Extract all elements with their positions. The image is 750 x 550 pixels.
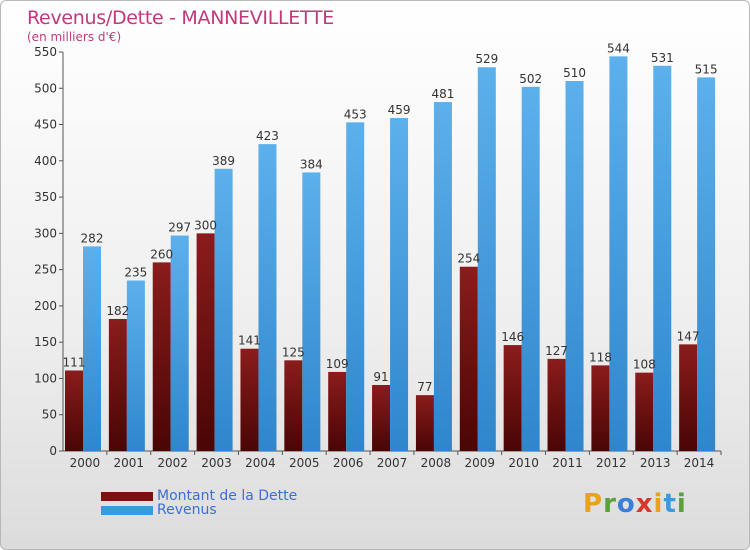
data-label-revenus: 459: [388, 103, 411, 117]
x-tick-label: 2009: [464, 456, 495, 470]
bar-debt: [547, 358, 566, 451]
x-tick-label: 2011: [552, 456, 583, 470]
data-label-debt: 108: [633, 358, 656, 372]
y-tick-label: 550: [34, 45, 57, 59]
x-tick-label: 2004: [245, 456, 276, 470]
chart-subtitle: (en milliers d'€): [27, 30, 122, 44]
data-label-revenus: 481: [431, 87, 454, 101]
proxiti-logo: Proxiti: [583, 489, 687, 519]
data-label-debt: 141: [238, 334, 261, 348]
bar-debt: [372, 384, 391, 451]
bar-debt: [591, 365, 610, 451]
data-label-revenus: 384: [300, 157, 323, 171]
bar-revenus: [83, 246, 101, 451]
bar-debt: [679, 344, 698, 451]
legend-swatch-revenus: [101, 505, 153, 515]
data-label-revenus: 297: [168, 221, 191, 235]
bar-debt: [415, 395, 434, 451]
y-tick-label: 400: [34, 154, 57, 168]
data-label-revenus: 282: [81, 231, 104, 245]
legend-item-revenus: Revenus: [101, 502, 217, 518]
data-label-debt: 109: [326, 357, 349, 371]
data-label-revenus: 544: [607, 41, 630, 55]
bar-debt: [503, 345, 522, 451]
data-label-debt: 111: [63, 355, 86, 369]
y-tick-label: 0: [49, 444, 57, 458]
bar-debt: [65, 370, 83, 451]
x-tick-label: 2014: [684, 456, 715, 470]
bar-debt: [152, 262, 171, 451]
data-label-debt: 77: [417, 380, 432, 394]
bar-revenus: [346, 122, 365, 452]
x-tick-label: 2001: [114, 456, 145, 470]
chart-title: Revenus/Dette - MANNEVILLETTE: [27, 7, 334, 29]
bar-revenus: [258, 144, 277, 451]
x-tick-label: 2005: [289, 456, 320, 470]
y-tick-label: 250: [34, 263, 57, 277]
data-label-revenus: 510: [563, 66, 586, 80]
data-label-revenus: 515: [695, 62, 718, 76]
x-tick-label: 2002: [157, 456, 188, 470]
y-tick-label: 300: [34, 226, 57, 240]
bar-revenus: [521, 86, 540, 452]
y-tick-label: 50: [42, 408, 57, 422]
x-tick-label: 2003: [201, 456, 232, 470]
data-label-debt: 118: [589, 350, 612, 364]
y-tick-label: 100: [34, 371, 57, 385]
x-tick-label: 2012: [596, 456, 627, 470]
bar-revenus: [609, 56, 628, 452]
x-tick-label: 2007: [377, 456, 408, 470]
bar-debt: [284, 360, 303, 451]
y-tick-label: 500: [34, 81, 57, 95]
bar-revenus: [390, 118, 409, 452]
y-tick-label: 150: [34, 335, 57, 349]
data-label-debt: 146: [501, 330, 524, 344]
legend-label-revenus: Revenus: [157, 502, 217, 518]
bar-debt: [635, 372, 654, 451]
bar-revenus: [433, 102, 452, 451]
bar-debt: [108, 318, 127, 451]
data-label-debt: 127: [545, 344, 568, 358]
data-label-debt: 125: [282, 345, 305, 359]
bar-revenus: [170, 235, 189, 451]
data-label-debt: 182: [106, 304, 129, 318]
data-label-revenus: 389: [212, 154, 235, 168]
bar-revenus: [477, 67, 496, 451]
data-label-revenus: 453: [344, 107, 367, 121]
data-label-revenus: 502: [519, 72, 542, 86]
x-tick-label: 2013: [640, 456, 671, 470]
data-label-revenus: 529: [475, 52, 498, 66]
data-label-debt: 147: [677, 329, 700, 343]
x-tick-label: 2010: [508, 456, 539, 470]
data-label-debt: 91: [373, 370, 388, 384]
x-tick-label: 2008: [421, 456, 452, 470]
x-tick-label: 2000: [70, 456, 101, 470]
y-tick-label: 200: [34, 299, 57, 313]
bar-debt: [196, 233, 215, 451]
y-tick-label: 350: [34, 190, 57, 204]
bar-revenus: [214, 168, 233, 451]
data-label-revenus: 531: [651, 51, 674, 65]
bar-debt: [240, 348, 259, 451]
data-label-debt: 254: [457, 252, 480, 266]
data-label-revenus: 235: [124, 266, 147, 280]
bar-revenus: [302, 172, 321, 451]
data-label-debt: 300: [194, 218, 217, 232]
legend-item-debt: Montant de la Dette: [101, 488, 298, 504]
y-tick-label: 450: [34, 118, 57, 132]
data-label-debt: 260: [150, 247, 173, 261]
bar-revenus: [653, 65, 672, 452]
bar-debt: [459, 266, 478, 451]
legend-swatch-debt: [101, 491, 153, 501]
bar-revenus: [126, 280, 145, 451]
data-label-revenus: 423: [256, 129, 279, 143]
bar-revenus: [565, 81, 584, 451]
bar-revenus: [697, 77, 716, 452]
bar-debt: [328, 371, 347, 451]
legend-label-debt: Montant de la Dette: [157, 488, 298, 504]
x-tick-label: 2006: [333, 456, 364, 470]
